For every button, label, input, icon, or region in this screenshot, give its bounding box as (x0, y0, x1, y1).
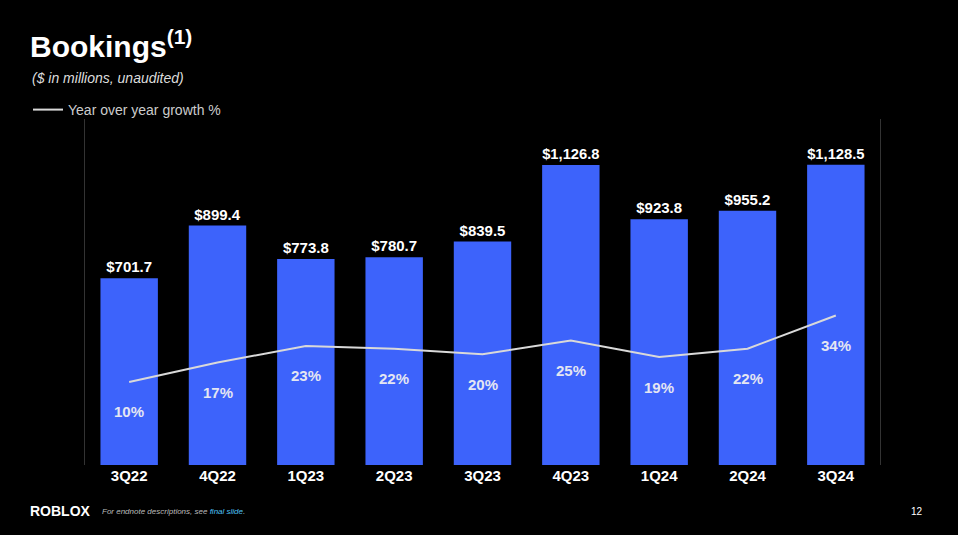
svg-text:$839.5: $839.5 (460, 222, 506, 239)
svg-text:($ in millions, unaudited): ($ in millions, unaudited) (32, 70, 184, 86)
svg-text:1Q24: 1Q24 (641, 467, 678, 484)
svg-text:1Q23: 1Q23 (287, 467, 324, 484)
svg-text:$780.7: $780.7 (371, 237, 417, 254)
svg-text:2Q23: 2Q23 (376, 467, 413, 484)
svg-text:3Q24: 3Q24 (817, 467, 854, 484)
svg-text:12: 12 (911, 506, 923, 517)
svg-text:25%: 25% (556, 362, 586, 379)
svg-text:22%: 22% (733, 370, 763, 387)
svg-text:$701.7: $701.7 (106, 258, 152, 275)
svg-text:22%: 22% (379, 370, 409, 387)
svg-text:Year over year growth %: Year over year growth % (68, 102, 221, 118)
svg-text:$1,128.5: $1,128.5 (807, 146, 864, 162)
svg-text:17%: 17% (203, 384, 233, 401)
svg-text:34%: 34% (821, 337, 851, 354)
svg-text:20%: 20% (468, 376, 498, 393)
svg-text:$899.4: $899.4 (194, 206, 241, 223)
svg-text:4Q23: 4Q23 (552, 467, 589, 484)
svg-text:$773.8: $773.8 (283, 239, 329, 256)
svg-text:$1,126.8: $1,126.8 (542, 146, 599, 162)
svg-text:3Q23: 3Q23 (464, 467, 501, 484)
svg-text:2Q24: 2Q24 (729, 467, 766, 484)
svg-text:$955.2: $955.2 (725, 191, 771, 208)
svg-text:19%: 19% (644, 379, 674, 396)
svg-text:3Q22: 3Q22 (111, 467, 148, 484)
svg-text:4Q22: 4Q22 (199, 467, 236, 484)
svg-text:$923.8: $923.8 (636, 199, 682, 216)
svg-text:23%: 23% (291, 367, 321, 384)
svg-text:For endnote descriptions, see: For endnote descriptions, see final slid… (102, 507, 245, 516)
svg-text:Bookings​(1)​: Bookings​(1)​ (30, 25, 192, 63)
svg-text:10%: 10% (114, 403, 144, 420)
svg-text:ROBLOX: ROBLOX (30, 503, 91, 519)
